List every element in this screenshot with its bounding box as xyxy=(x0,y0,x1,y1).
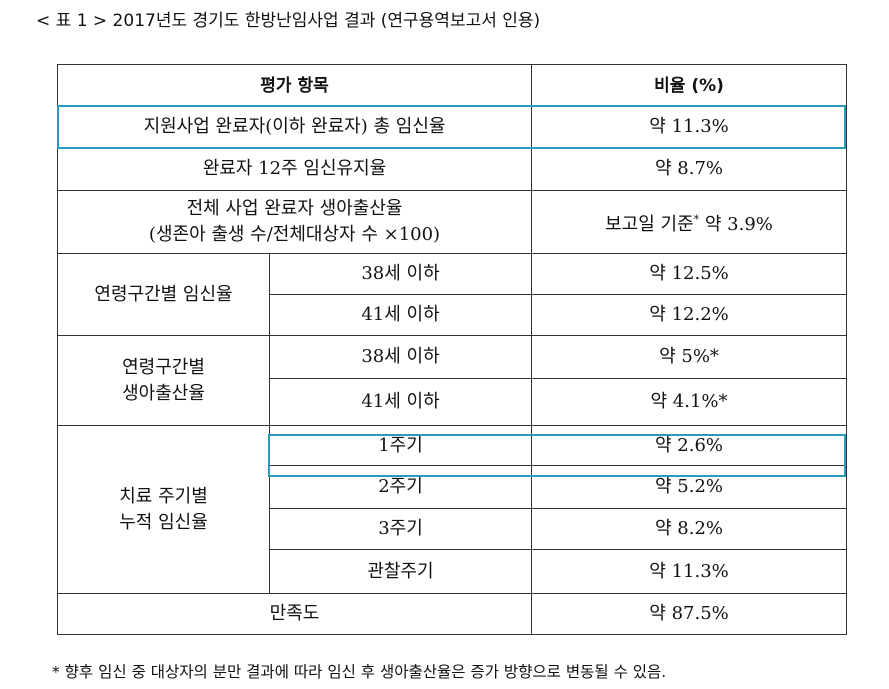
cycle-2-label: 2주기 xyxy=(268,465,533,509)
table-row: 지원사업 완료자(이하 완료자) 총 임신율 약 11.3% xyxy=(56,106,848,148)
row-12week-rate: 약 8.7% xyxy=(531,147,848,191)
table-row: 3주기 약 8.2% xyxy=(58,508,848,550)
birth-age-38-rate: 약 5%* xyxy=(531,335,848,379)
cycle-observe-rate: 약 11.3% xyxy=(531,549,848,594)
live-birth-rate-suffix: 약 3.9% xyxy=(699,213,773,235)
cycle-observe-label: 관찰주기 xyxy=(268,549,533,594)
cycle-3-label: 3주기 xyxy=(268,508,533,550)
results-table: 평가 항목 비율 (%) 지원사업 완료자(이하 완료자) 총 임신율 약 11… xyxy=(56,64,848,635)
table-row: 41세 이하 약 12.2% xyxy=(58,294,848,336)
age-38-label: 38세 이하 xyxy=(268,253,533,295)
table-row: 관찰주기 약 11.3% xyxy=(58,549,848,594)
group-age-pregnancy-label: 연령구간별 임신율 xyxy=(57,253,270,336)
cycle-3-rate: 약 8.2% xyxy=(531,508,848,550)
cycle-1-rate: 약 2.6% xyxy=(531,425,848,466)
group-cycle-line1: 치료 주기별 xyxy=(119,485,208,507)
row-live-birth-rate: 보고일 기준* 약 3.9% xyxy=(531,190,848,254)
cycle-2-rate: 약 5.2% xyxy=(531,465,848,509)
header-rate: 비율 (%) xyxy=(531,64,848,107)
table-row: 완료자 12주 임신유지율 약 8.7% xyxy=(56,147,848,191)
row-12week-label: 완료자 12주 임신유지율 xyxy=(56,147,533,191)
group-age-birth-line2: 생아출산율 xyxy=(122,382,205,404)
group-cycle-line2: 누적 임신율 xyxy=(119,511,208,533)
group-age-birth-label: 연령구간별 생아출산율 xyxy=(57,335,270,426)
cycle-1-label: 1주기 xyxy=(268,425,533,466)
row-total-pregnancy-rate: 약 11.3% xyxy=(531,106,848,148)
row-live-birth-label-line1: 전체 사업 완료자 생아출산율 xyxy=(186,198,403,219)
table-row: 치료 주기별 누적 임신율 1주기 약 2.6% xyxy=(57,425,848,594)
age-41-rate: 약 12.2% xyxy=(531,294,848,336)
live-birth-rate-prefix: 보고일 기준 xyxy=(605,213,694,235)
row-satisfaction-label: 만족도 xyxy=(56,593,533,635)
table-row: 연령구간별 임신율 38세 이하 약 12.5% xyxy=(57,253,848,336)
age-38-rate: 약 12.5% xyxy=(531,253,848,295)
group-age-birth-line1: 연령구간별 xyxy=(122,356,205,378)
table-row: 41세 이하 약 4.1%* xyxy=(58,378,848,426)
table-row: 연령구간별 생아출산율 38세 이하 약 5%* xyxy=(57,335,848,426)
table-header-row: 평가 항목 비율 (%) xyxy=(56,64,848,107)
header-item: 평가 항목 xyxy=(56,64,533,107)
row-live-birth-label-line2: (생존아 출생 수/전체대상자 수 ×100) xyxy=(148,224,441,245)
row-total-pregnancy-label: 지원사업 완료자(이하 완료자) 총 임신율 xyxy=(56,106,533,148)
table-row: 만족도 약 87.5% xyxy=(56,593,848,635)
row-satisfaction-rate: 약 87.5% xyxy=(531,593,848,635)
live-birth-rate-star: * xyxy=(693,212,700,226)
age-41-label: 41세 이하 xyxy=(268,294,533,336)
birth-age-38-label: 38세 이하 xyxy=(268,335,533,379)
group-cycle-label: 치료 주기별 누적 임신율 xyxy=(57,425,270,594)
birth-age-41-label: 41세 이하 xyxy=(268,378,533,426)
birth-age-41-rate: 약 4.1%* xyxy=(531,378,848,426)
table-row: 전체 사업 완료자 생아출산율 (생존아 출생 수/전체대상자 수 ×100) … xyxy=(56,190,848,254)
footnote: * 향후 임신 중 대상자의 분만 결과에 따라 임신 후 생아출산율은 증가 … xyxy=(52,663,667,681)
table-row: 2주기 약 5.2% xyxy=(58,465,848,509)
table-caption: < 표 1 > 2017년도 경기도 한방난임사업 결과 (연구용역보고서 인용… xyxy=(36,11,541,31)
row-live-birth-label: 전체 사업 완료자 생아출산율 (생존아 출생 수/전체대상자 수 ×100) xyxy=(56,190,533,254)
